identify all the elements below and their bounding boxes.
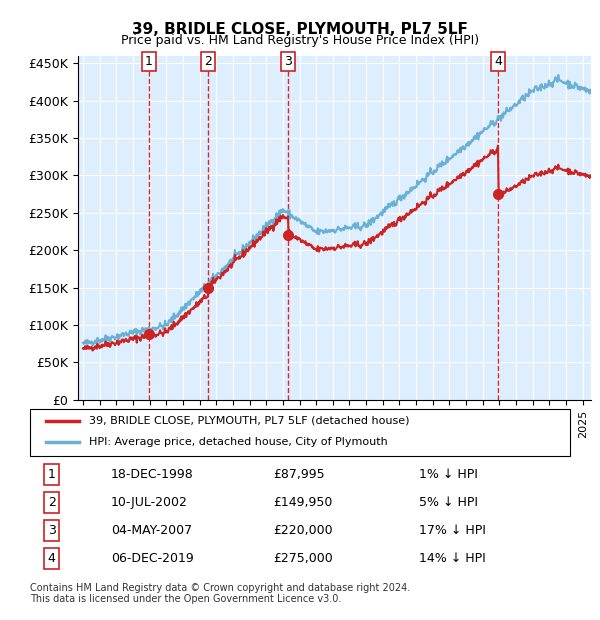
Text: 4: 4 — [494, 55, 502, 68]
Text: Contains HM Land Registry data © Crown copyright and database right 2024.
This d: Contains HM Land Registry data © Crown c… — [30, 583, 410, 604]
Text: 5% ↓ HPI: 5% ↓ HPI — [419, 496, 478, 509]
Text: 3: 3 — [47, 524, 56, 537]
Text: £87,995: £87,995 — [273, 468, 325, 481]
Text: £220,000: £220,000 — [273, 524, 332, 537]
Text: 4: 4 — [47, 552, 56, 565]
Text: 18-DEC-1998: 18-DEC-1998 — [111, 468, 194, 481]
Text: 2: 2 — [205, 55, 212, 68]
Text: Price paid vs. HM Land Registry's House Price Index (HPI): Price paid vs. HM Land Registry's House … — [121, 34, 479, 47]
Text: 10-JUL-2002: 10-JUL-2002 — [111, 496, 188, 509]
Text: 2: 2 — [47, 496, 56, 509]
Text: 14% ↓ HPI: 14% ↓ HPI — [419, 552, 485, 565]
Text: 3: 3 — [284, 55, 292, 68]
Text: 06-DEC-2019: 06-DEC-2019 — [111, 552, 194, 565]
FancyBboxPatch shape — [30, 409, 570, 456]
Text: 39, BRIDLE CLOSE, PLYMOUTH, PL7 5LF (detached house): 39, BRIDLE CLOSE, PLYMOUTH, PL7 5LF (det… — [89, 416, 410, 426]
Text: 39, BRIDLE CLOSE, PLYMOUTH, PL7 5LF: 39, BRIDLE CLOSE, PLYMOUTH, PL7 5LF — [132, 22, 468, 37]
Text: 1: 1 — [145, 55, 153, 68]
Text: £149,950: £149,950 — [273, 496, 332, 509]
Text: HPI: Average price, detached house, City of Plymouth: HPI: Average price, detached house, City… — [89, 436, 388, 447]
Text: £275,000: £275,000 — [273, 552, 333, 565]
Text: 1% ↓ HPI: 1% ↓ HPI — [419, 468, 478, 481]
Text: 04-MAY-2007: 04-MAY-2007 — [111, 524, 192, 537]
Text: 17% ↓ HPI: 17% ↓ HPI — [419, 524, 485, 537]
Text: 1: 1 — [47, 468, 56, 481]
